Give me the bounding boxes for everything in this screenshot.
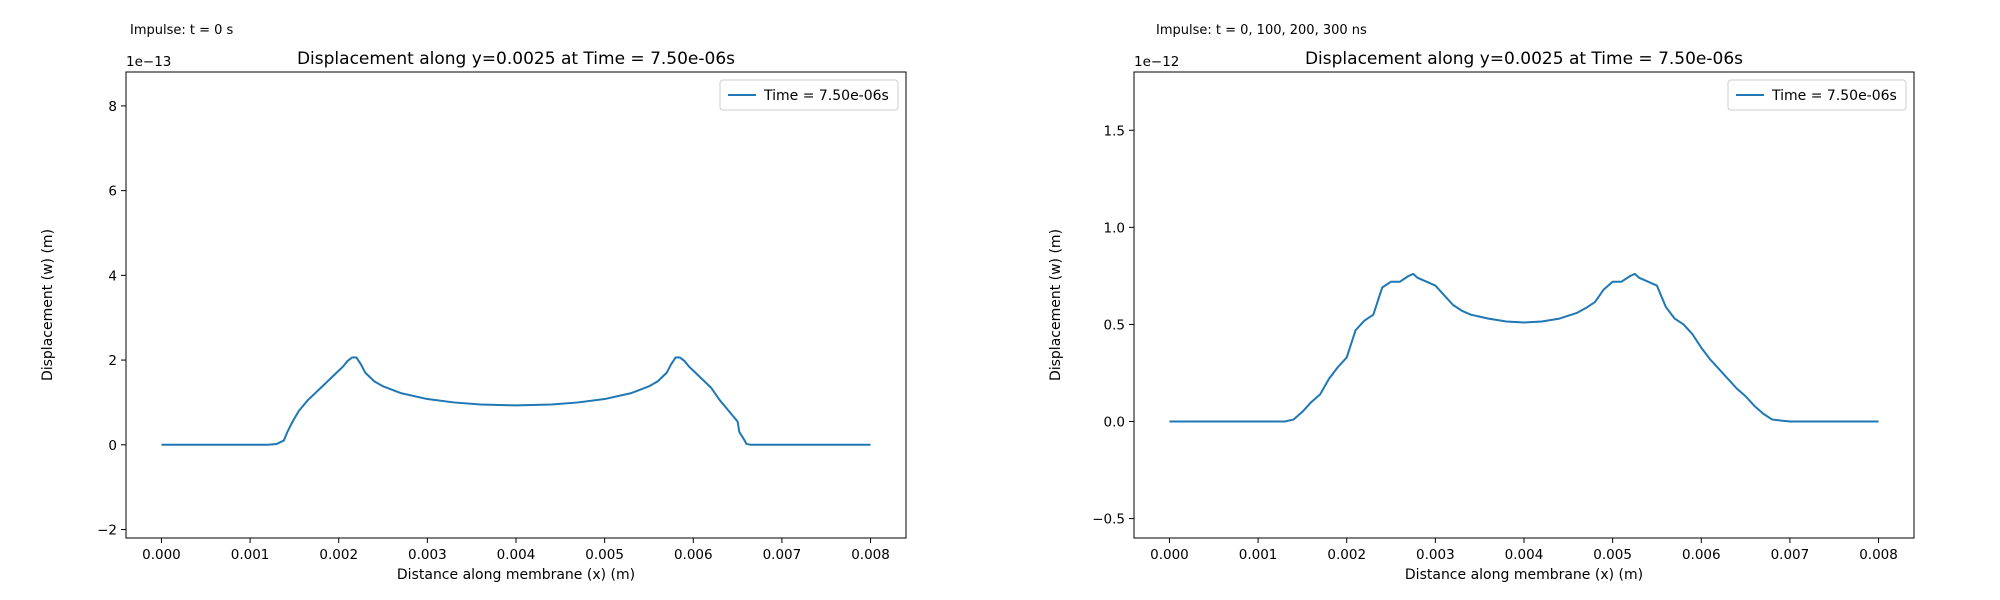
x-tick-label: 0.001 — [231, 547, 270, 563]
y-offset-label: 1e−12 — [1134, 54, 1179, 70]
figure-suptitle: Impulse: t = 0, 100, 200, 300 ns — [1156, 23, 1367, 38]
y-tick-label: −2 — [97, 523, 117, 539]
series-line — [1169, 272, 1879, 423]
x-tick-label: 0.000 — [1150, 547, 1189, 563]
x-tick-label: 0.007 — [763, 547, 802, 563]
x-tick-label: 0.000 — [142, 547, 181, 563]
y-tick-label: −0.5 — [1092, 512, 1125, 528]
legend-entry: Time = 7.50e-06s — [1771, 88, 1897, 104]
legend-box — [1727, 79, 1907, 111]
x-tick-label: 0.001 — [1239, 547, 1278, 563]
y-tick-label: 0.0 — [1104, 415, 1125, 431]
y-tick-label: 4 — [108, 268, 117, 284]
x-tick-label: 0.002 — [319, 547, 358, 563]
x-tick-label: 0.003 — [408, 547, 447, 563]
x-tick-label: 0.008 — [851, 547, 890, 563]
x-tick-label: 0.006 — [674, 547, 713, 563]
x-tick-label: 0.006 — [1682, 547, 1721, 563]
x-axis-label: Distance along membrane (x) (m) — [397, 567, 635, 583]
chart-1: Impulse: t = 0 s Displacement along y=0.0… — [40, 23, 907, 583]
y-tick-label: 2 — [108, 353, 117, 369]
chart-title: Displacement along y=0.0025 at Time = 7.… — [1305, 49, 1743, 69]
legend-box — [719, 79, 899, 111]
x-tick-label: 0.005 — [1593, 547, 1632, 563]
legend: Time = 7.50e-06s — [1727, 79, 1907, 111]
x-tick-label: 0.003 — [1416, 547, 1455, 563]
x-tick-label: 0.004 — [1505, 547, 1544, 563]
y-tick-label: 1.0 — [1104, 220, 1125, 236]
figure-suptitle: Impulse: t = 0 s — [130, 23, 234, 38]
x-tick-label: 0.007 — [1771, 547, 1810, 563]
y-tick-label: 0.5 — [1104, 317, 1125, 333]
axes-frame — [1133, 71, 1915, 539]
x-tick-label: 0.008 — [1859, 547, 1898, 563]
chart-title: Displacement along y=0.0025 at Time = 7.… — [297, 49, 735, 69]
x-tick-label: 0.004 — [497, 547, 536, 563]
y-tick-label: 0 — [108, 438, 117, 454]
legend: Time = 7.50e-06s — [719, 79, 899, 111]
chart-2: Impulse: t = 0, 100, 200, 300 ns Displace… — [1048, 23, 1915, 583]
y-tick-label: 1.5 — [1104, 123, 1125, 139]
x-tick-label: 0.005 — [585, 547, 624, 563]
x-tick-label: 0.002 — [1327, 547, 1366, 563]
y-tick-label: 6 — [108, 184, 117, 200]
y-axis-label: Displacement (w) (m) — [40, 229, 56, 381]
axes-frame — [125, 71, 907, 539]
y-offset-label: 1e−13 — [126, 54, 171, 70]
x-axis-label: Distance along membrane (x) (m) — [1405, 567, 1643, 583]
legend-entry: Time = 7.50e-06s — [763, 88, 889, 104]
series-line — [161, 356, 871, 446]
y-tick-label: 8 — [108, 99, 117, 115]
y-axis-label: Displacement (w) (m) — [1048, 229, 1064, 381]
